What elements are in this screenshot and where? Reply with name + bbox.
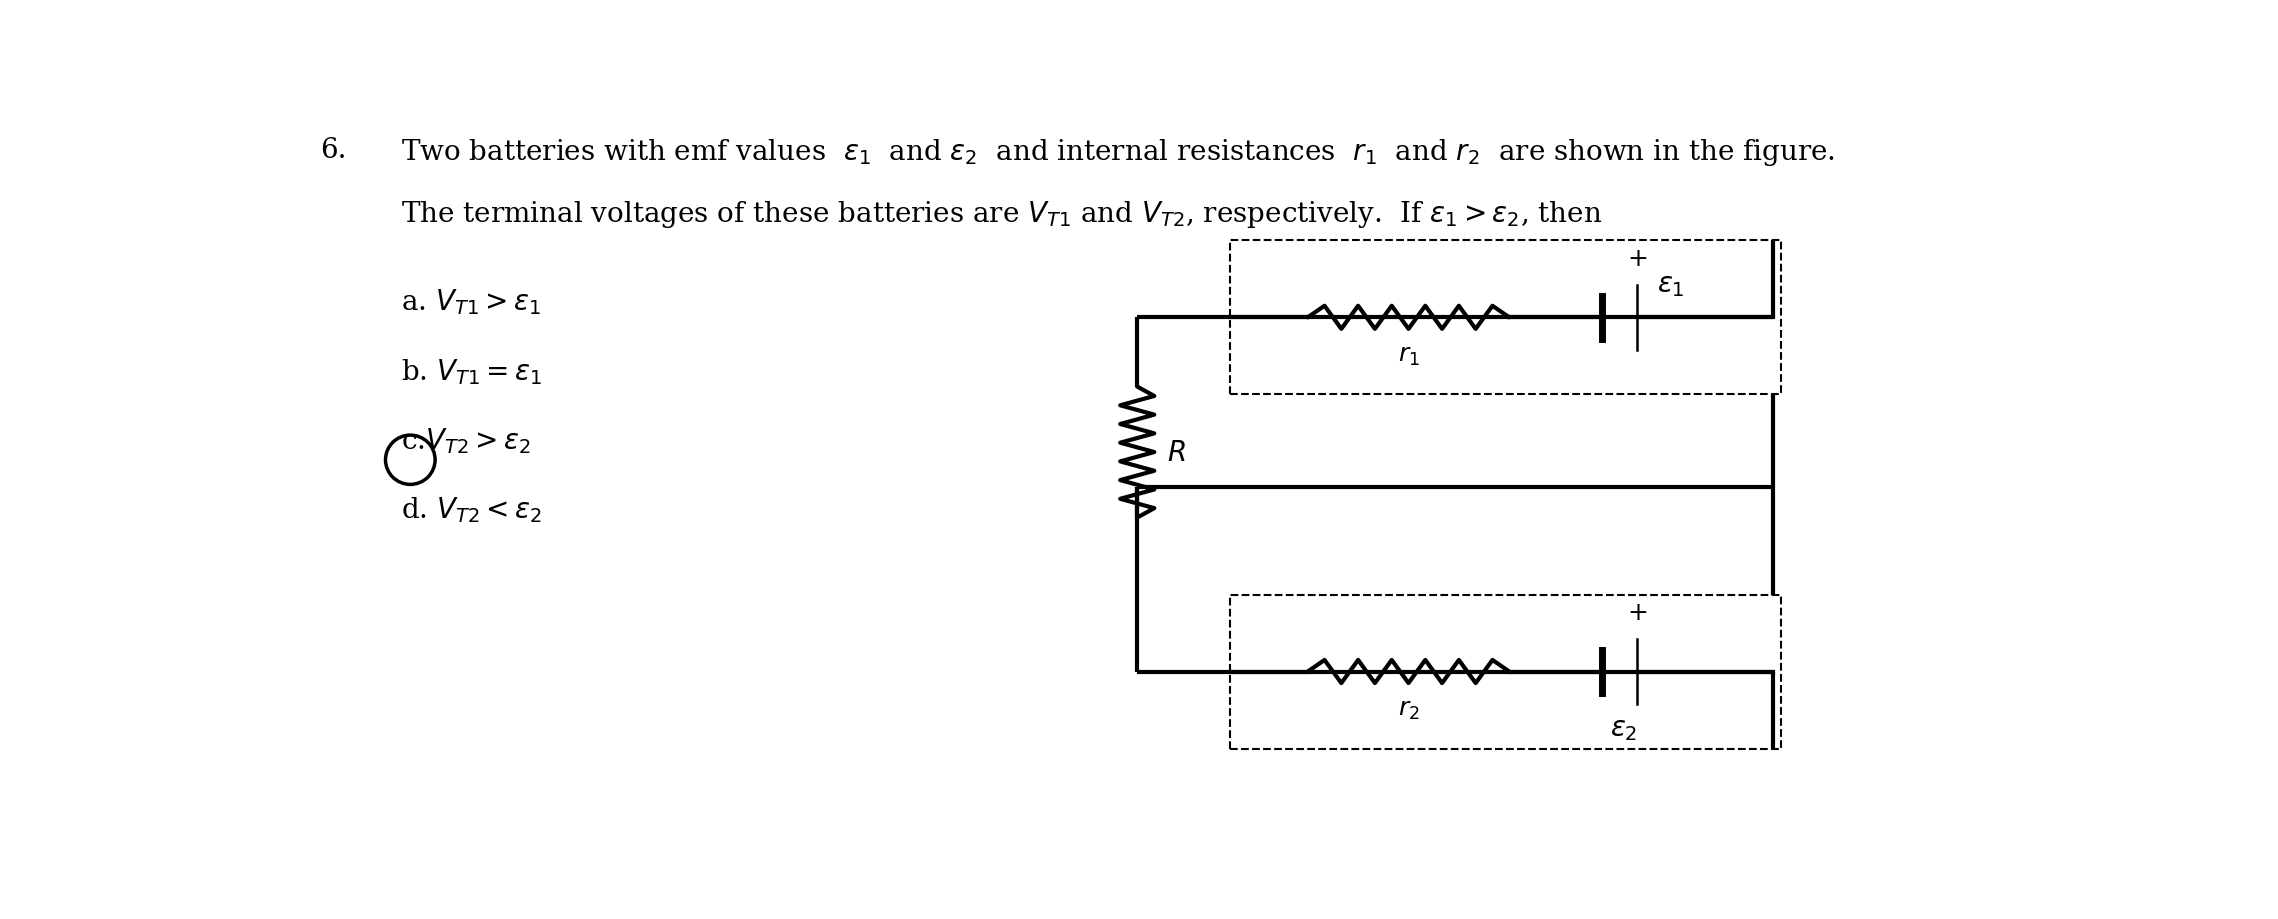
Text: d. $V_{T2} < \varepsilon_2$: d. $V_{T2} < \varepsilon_2$	[401, 494, 542, 525]
Text: $+$: $+$	[1626, 247, 1647, 270]
Text: c.$V_{T2} > \varepsilon_2$: c.$V_{T2} > \varepsilon_2$	[401, 425, 531, 456]
Text: $r_2$: $r_2$	[1399, 698, 1419, 721]
Text: $\varepsilon_2$: $\varepsilon_2$	[1611, 716, 1638, 743]
Text: $R$: $R$	[1166, 439, 1185, 466]
Text: $\varepsilon_1$: $\varepsilon_1$	[1656, 272, 1683, 299]
Text: 6.: 6.	[319, 137, 346, 165]
Text: b. $V_{T1} = \varepsilon_1$: b. $V_{T1} = \varepsilon_1$	[401, 357, 542, 386]
Text: Two batteries with emf values  $\varepsilon_1$  and $\varepsilon_2$  and interna: Two batteries with emf values $\varepsil…	[401, 137, 1836, 168]
Text: a. $V_{T1} > \varepsilon_1$: a. $V_{T1} > \varepsilon_1$	[401, 287, 540, 317]
Text: $+$: $+$	[1626, 601, 1647, 624]
Text: The terminal voltages of these batteries are $V_{T1}$ and $V_{T2}$, respectively: The terminal voltages of these batteries…	[401, 199, 1601, 230]
Text: $r_1$: $r_1$	[1399, 345, 1419, 368]
